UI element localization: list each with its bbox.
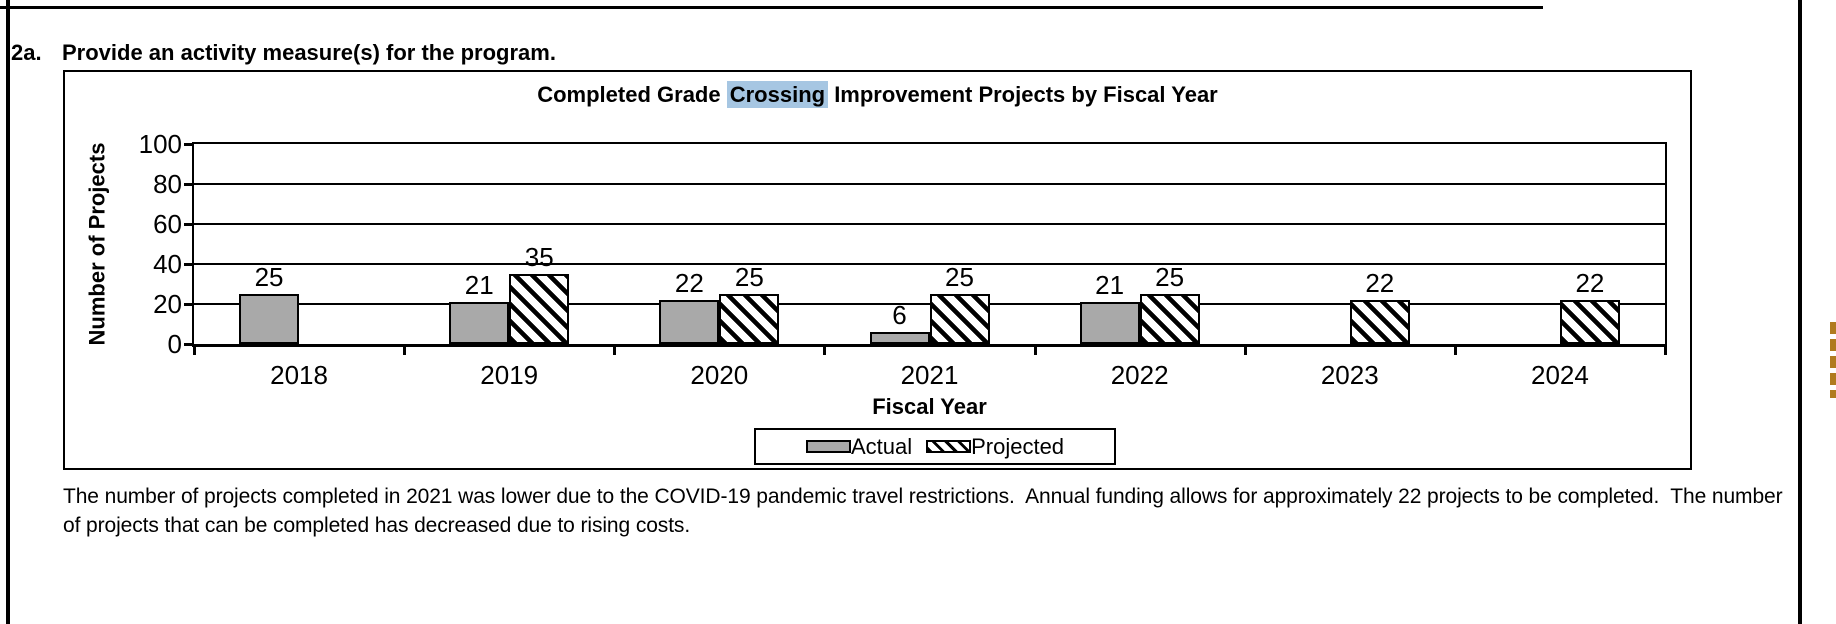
bar-actual-2021 <box>869 332 930 344</box>
y-tick-label: 60 <box>153 209 182 239</box>
legend-swatch-actual <box>805 440 851 453</box>
legend: Actual Projected <box>754 428 1116 465</box>
legend-swatch-projected <box>926 440 972 453</box>
bar-projected-2020 <box>719 294 780 344</box>
chart-title: Completed Grade Crossing Improvement Pro… <box>65 81 1690 108</box>
bar-projected-2024 <box>1559 300 1620 344</box>
x-tick-mark <box>1453 345 1457 355</box>
legend-projected-label: Projected <box>971 433 1065 459</box>
x-category-label: 2023 <box>1320 360 1379 390</box>
x-tick-mark <box>823 345 827 355</box>
x-tick-mark <box>193 345 196 355</box>
bar-value-label: 25 <box>945 262 974 292</box>
legend-actual-label: Actual <box>850 433 913 459</box>
x-category-label: 2022 <box>1110 360 1169 390</box>
bar-actual-2018 <box>239 294 300 344</box>
bar-value-label: 22 <box>1575 268 1605 298</box>
bar-actual-2020 <box>659 300 720 344</box>
y-tick-mark <box>184 223 194 226</box>
bar-projected-2023 <box>1349 300 1410 344</box>
bar-value-label: 25 <box>254 262 284 292</box>
bar-projected-2021 <box>929 294 990 344</box>
gridline-60 <box>194 223 1665 225</box>
x-category-label: 2020 <box>690 360 749 390</box>
bar-value-label: 6 <box>892 300 907 330</box>
bar-projected-2019 <box>509 274 570 344</box>
question-number: 2a. <box>11 40 42 65</box>
x-tick-mark <box>1033 345 1037 355</box>
x-tick-mark <box>613 345 617 355</box>
y-tick-label: 0 <box>167 329 182 359</box>
bar-value-label: 22 <box>1365 268 1395 298</box>
y-tick-mark <box>184 343 194 346</box>
bar-actual-2022 <box>1079 302 1140 344</box>
y-tick-mark <box>184 263 194 266</box>
y-tick-mark <box>184 143 194 146</box>
x-tick-mark <box>1664 345 1667 355</box>
annotation-marks <box>1830 322 1836 398</box>
y-tick-label: 80 <box>153 169 182 199</box>
top-rule <box>0 6 1543 9</box>
bar-value-label: 25 <box>734 262 764 292</box>
x-category-label: 2018 <box>270 360 328 390</box>
y-tick-label: 40 <box>153 249 182 279</box>
bar-actual-2019 <box>449 302 510 344</box>
bar-value-label: 35 <box>524 242 554 272</box>
chart-title-highlight: Crossing <box>726 81 829 108</box>
x-category-label: 2021 <box>900 360 959 390</box>
bar-value-label: 25 <box>1155 262 1185 292</box>
bar-value-label: 22 <box>674 268 704 298</box>
cell-border-right <box>1798 0 1802 624</box>
bar-value-label: 21 <box>464 270 494 300</box>
chart-title-suffix: Improvement Projects by Fiscal Year <box>828 82 1218 107</box>
gridline-40 <box>194 263 1665 265</box>
cell-border-left <box>6 0 10 624</box>
chart-frame: Completed Grade Crossing Improvement Pro… <box>63 70 1692 470</box>
note-text: The number of projects completed in 2021… <box>63 485 1789 537</box>
bar-projected-2022 <box>1139 294 1200 344</box>
x-tick-mark <box>1243 345 1247 355</box>
y-axis-title: Number of Projects <box>84 142 109 346</box>
x-category-label: 2019 <box>480 360 539 390</box>
y-tick-mark <box>184 183 194 186</box>
chart-title-prefix: Completed Grade <box>537 82 727 107</box>
x-axis-title: Fiscal Year <box>872 394 987 419</box>
y-tick-mark <box>184 303 194 306</box>
x-tick-mark <box>403 345 407 355</box>
y-tick-label: 100 <box>138 129 182 159</box>
question-text: Provide an activity measure(s) for the p… <box>62 40 556 65</box>
bar-value-label: 21 <box>1095 270 1125 300</box>
y-tick-label: 20 <box>153 289 182 319</box>
gridline-80 <box>194 183 1665 185</box>
x-category-label: 2024 <box>1530 360 1589 390</box>
